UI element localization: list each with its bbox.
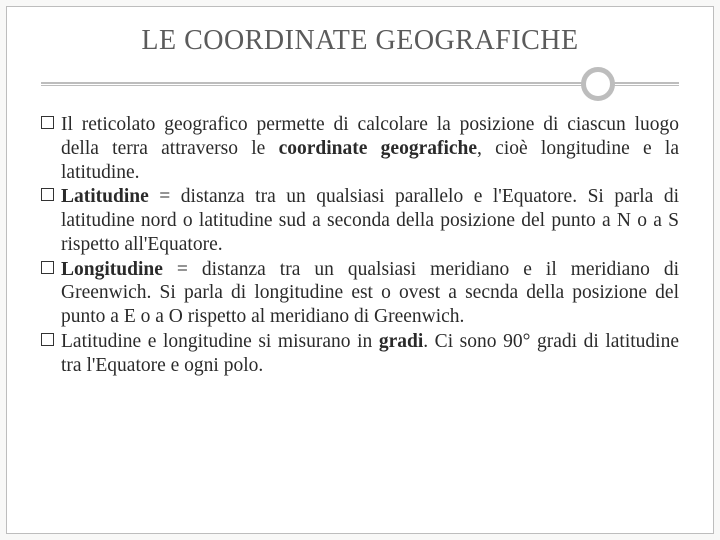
- paragraph: Longitudine = distanza tra un qualsiasi …: [41, 258, 679, 329]
- paragraph: Latitudine = distanza tra un qualsiasi p…: [41, 185, 679, 256]
- bullet-icon: [41, 261, 54, 274]
- slide: LE COORDINATE GEOGRAFICHE Il reticolato …: [6, 6, 714, 534]
- slide-title: LE COORDINATE GEOGRAFICHE: [41, 25, 679, 57]
- bullet-icon: [41, 333, 54, 346]
- title-divider: [41, 63, 679, 105]
- bold-text: Longitudine: [61, 259, 163, 280]
- slide-body: Il reticolato geografico permette di cal…: [41, 113, 679, 378]
- bullet-icon: [41, 188, 54, 201]
- bold-text: coordinate geografiche: [279, 138, 477, 159]
- bold-text: Latitudine: [61, 186, 149, 207]
- paragraph: Latitudine e longitudine si misurano in …: [41, 330, 679, 378]
- body-text: = distanza tra un qualsiasi parallelo e …: [61, 186, 679, 255]
- paragraph: Il reticolato geografico permette di cal…: [41, 113, 679, 184]
- body-text: Latitudine e longitudine si misurano in: [61, 331, 379, 352]
- bold-text: gradi: [379, 331, 423, 352]
- bullet-icon: [41, 116, 54, 129]
- divider-ring-icon: [581, 67, 615, 101]
